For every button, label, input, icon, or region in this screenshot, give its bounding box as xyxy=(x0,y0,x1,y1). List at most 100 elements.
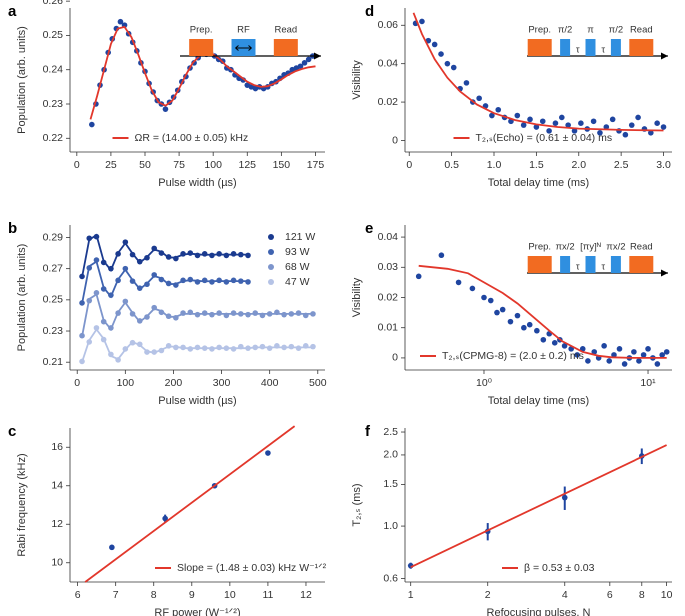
data-point xyxy=(93,290,100,296)
y-tick-label: 0.04 xyxy=(378,57,399,69)
legend-swatch xyxy=(268,279,274,285)
data-point xyxy=(654,361,661,367)
inset-double-arrow xyxy=(235,45,252,51)
data-point xyxy=(578,120,584,126)
y-tick-label: 0.27 xyxy=(43,262,64,274)
data-point xyxy=(645,346,651,352)
data-point xyxy=(659,352,665,358)
data-point xyxy=(444,60,451,67)
y-tick-label: 0.6 xyxy=(383,572,398,584)
x-tick-label: 175 xyxy=(307,159,325,171)
x-tick-label: 2 xyxy=(485,589,491,601)
y-tick-label: 14 xyxy=(51,480,63,492)
x-axis-label: Total delay time (ms) xyxy=(488,177,589,189)
panel-label: f xyxy=(365,423,371,440)
y-axis-label: Population (arb. units) xyxy=(16,244,28,352)
y-tick-label: 2.0 xyxy=(383,449,398,461)
y-tick-label: 0 xyxy=(392,134,398,146)
x-tick-label: 0.5 xyxy=(444,159,459,171)
data-point xyxy=(533,124,540,130)
y-tick-label: 0.26 xyxy=(43,0,64,7)
data-point xyxy=(419,18,425,25)
x-tick-label: 500 xyxy=(309,377,327,389)
data-point xyxy=(565,122,571,128)
data-point xyxy=(489,112,495,119)
data-point xyxy=(631,349,637,355)
y-tick-label: 0.02 xyxy=(378,291,399,303)
x-tick-label: 11 xyxy=(262,589,273,601)
x-tick-label: 150 xyxy=(273,159,291,171)
x-tick-label: 1 xyxy=(408,589,414,601)
y-tick-label: 0.06 xyxy=(378,19,399,31)
x-tick-label: 0 xyxy=(74,159,80,171)
data-point xyxy=(514,312,521,319)
x-tick-label: 50 xyxy=(139,159,151,171)
data-point xyxy=(450,64,457,71)
fit-line xyxy=(81,260,248,305)
panel-label: b xyxy=(8,220,17,237)
inset-label: πx/2 xyxy=(555,242,574,253)
x-tick-label: 10¹ xyxy=(640,377,656,389)
legend-label: Slope = (1.48 ± 0.03) kHz W⁻¹ᐟ² xyxy=(177,562,327,574)
data-point xyxy=(415,273,422,280)
data-point xyxy=(561,343,568,349)
x-tick-label: 10⁰ xyxy=(476,377,493,389)
y-tick-label: 1.5 xyxy=(383,478,398,490)
y-tick-label: 0.25 xyxy=(43,294,64,306)
inset-label: [πy]ᴺ xyxy=(580,242,601,253)
inset-label: Read xyxy=(630,25,653,36)
x-tick-label: 2.5 xyxy=(614,159,629,171)
data-point xyxy=(540,336,547,343)
data-point xyxy=(640,352,647,358)
x-tick-label: 9 xyxy=(189,589,195,601)
fit-line xyxy=(81,292,313,337)
data-point xyxy=(636,358,642,364)
inset-delay: τ xyxy=(576,262,580,273)
data-point xyxy=(117,18,124,25)
inset-label: π/2 xyxy=(609,25,623,36)
data-point xyxy=(438,51,444,57)
x-tick-label: 12 xyxy=(300,589,312,601)
x-axis-label: Pulse width (µs) xyxy=(158,395,236,407)
data-point xyxy=(494,309,500,316)
x-tick-label: 10 xyxy=(224,589,236,601)
data-point xyxy=(611,352,617,358)
data-point xyxy=(431,41,438,48)
data-point xyxy=(559,114,565,121)
legend-swatch xyxy=(268,249,274,255)
inset-label: πx/2 xyxy=(606,242,625,253)
x-tick-label: 75 xyxy=(173,159,185,171)
x-tick-label: 0 xyxy=(406,159,412,171)
inset-label: RF xyxy=(237,25,250,36)
y-tick-label: 0.01 xyxy=(378,321,399,333)
data-point xyxy=(514,112,521,119)
fit-line xyxy=(81,233,248,278)
y-tick-label: 16 xyxy=(51,441,63,453)
x-tick-label: 125 xyxy=(239,159,257,171)
data-point xyxy=(621,361,628,367)
data-point xyxy=(546,128,552,134)
y-axis-label: T₂,ₛ (ms) xyxy=(351,483,363,526)
panel-label: a xyxy=(8,3,17,20)
data-point xyxy=(487,297,494,304)
data-point xyxy=(539,118,546,125)
fit-line xyxy=(412,12,664,132)
x-axis-label: RF power (W⁻¹ᐟ²) xyxy=(154,607,240,616)
data-point xyxy=(585,358,591,364)
data-point xyxy=(162,106,169,112)
x-tick-label: 0 xyxy=(74,377,80,389)
y-tick-label: 0.03 xyxy=(378,261,399,273)
data-point xyxy=(495,106,502,113)
x-tick-label: 3.0 xyxy=(656,159,671,171)
y-tick-label: 0.02 xyxy=(378,96,399,108)
inset-label: Prep. xyxy=(528,242,551,253)
data-point xyxy=(635,114,641,121)
inset-label: Read xyxy=(274,25,297,36)
data-point xyxy=(603,124,610,130)
y-tick-label: 1.0 xyxy=(383,520,398,532)
inset-pulse xyxy=(560,256,571,273)
inset-pulse xyxy=(629,39,654,56)
x-tick-label: 10 xyxy=(661,589,673,601)
y-axis-label: Population (arb. units) xyxy=(16,26,28,134)
data-point xyxy=(526,321,533,328)
